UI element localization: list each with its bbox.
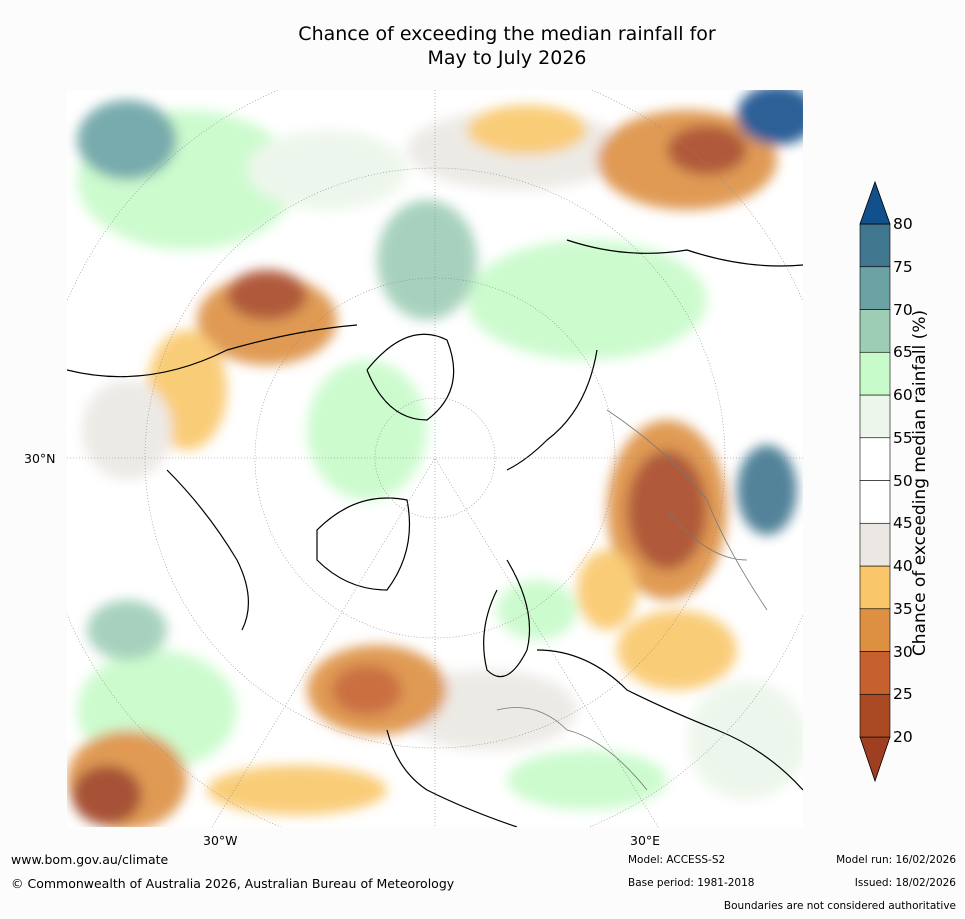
colorbar-extend-low [859, 736, 891, 783]
lon-label-30w: 30°W [203, 833, 238, 848]
colorbar-segment [859, 480, 891, 524]
colorbar-title: Chance of exceeding median rainfall (%) [910, 309, 930, 657]
coastlines [67, 239, 803, 827]
title-line-2: May to July 2026 [427, 47, 587, 69]
colorbar-tick-label: 35 [893, 599, 913, 618]
model-run-text: Model run: 16/02/2026 [836, 854, 956, 866]
colorbar-tick-label: 25 [893, 685, 913, 704]
colorbar-tick-label: 60 [893, 386, 913, 404]
colorbar-segment [859, 266, 891, 310]
base-period-text: Base period: 1981-2018 [628, 877, 755, 889]
colorbar-tick-label: 75 [893, 257, 913, 276]
chart-title: Chance of exceeding the median rainfall … [0, 22, 965, 70]
issued-text: Issued: 18/02/2026 [854, 877, 956, 889]
country-boundaries [496, 409, 768, 791]
colorbar-tick-label: 55 [893, 428, 913, 447]
colorbar-tick-label: 70 [893, 300, 913, 319]
model-text: Model: ACCESS-S2 [628, 854, 726, 866]
colorbar-segment [859, 223, 891, 268]
colorbar-segment [859, 351, 891, 396]
colorbar-segment [859, 608, 891, 652]
probability-fields [67, 90, 803, 827]
lon-label-30e: 30°E [630, 833, 661, 848]
colorbar-extend-high [859, 180, 891, 225]
colorbar-segment [859, 565, 891, 610]
colorbar-segment [859, 651, 891, 695]
colorbar [859, 180, 891, 783]
graticule [67, 90, 803, 827]
colorbar-segment [859, 309, 891, 353]
colorbar-tick-label: 40 [893, 557, 913, 575]
colorbar-tick-label: 80 [893, 215, 913, 233]
colorbar-tick-label: 20 [893, 728, 913, 746]
colorbar-tick-label: 65 [893, 343, 913, 362]
copyright-text: © Commonwealth of Australia 2026, Austra… [11, 876, 455, 891]
colorbar-segment [859, 394, 891, 439]
colorbar-tick-label: 50 [893, 471, 913, 490]
rainfall-probability-map[interactable] [67, 90, 803, 827]
colorbar-tick-label: 30 [893, 642, 913, 661]
disclaimer-text: Boundaries are not considered authoritat… [723, 900, 956, 912]
lat-label-30n: 30°N [24, 451, 56, 466]
website-link[interactable]: www.bom.gov.au/climate [11, 852, 169, 867]
title-line-1: Chance of exceeding the median rainfall … [298, 23, 716, 45]
colorbar-segment [859, 437, 891, 481]
colorbar-segment [859, 693, 891, 738]
colorbar-segment [859, 522, 891, 567]
colorbar-tick-label: 45 [893, 514, 913, 533]
